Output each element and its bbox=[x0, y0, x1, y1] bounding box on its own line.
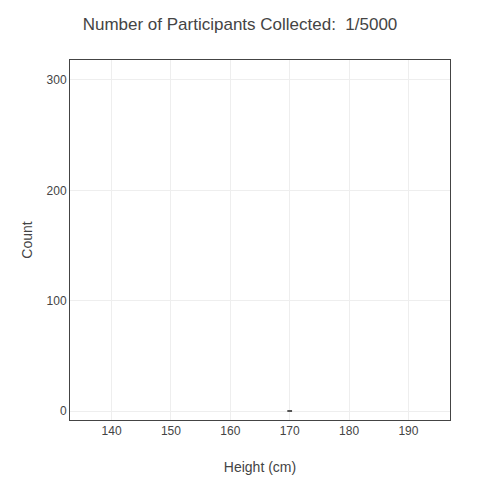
svg-text:190: 190 bbox=[398, 424, 418, 438]
svg-text:100: 100 bbox=[47, 294, 67, 308]
svg-text:Height (cm): Height (cm) bbox=[224, 459, 296, 475]
svg-text:180: 180 bbox=[339, 424, 359, 438]
svg-text:300: 300 bbox=[47, 73, 67, 87]
svg-text:Count: Count bbox=[19, 221, 35, 258]
svg-text:170: 170 bbox=[280, 424, 300, 438]
svg-text:160: 160 bbox=[220, 424, 240, 438]
svg-text:150: 150 bbox=[161, 424, 181, 438]
svg-text:Number of Participants Collect: Number of Participants Collected: 1/5000 bbox=[83, 15, 398, 34]
svg-text:0: 0 bbox=[60, 404, 67, 418]
svg-text:200: 200 bbox=[47, 184, 67, 198]
svg-text:140: 140 bbox=[102, 424, 122, 438]
